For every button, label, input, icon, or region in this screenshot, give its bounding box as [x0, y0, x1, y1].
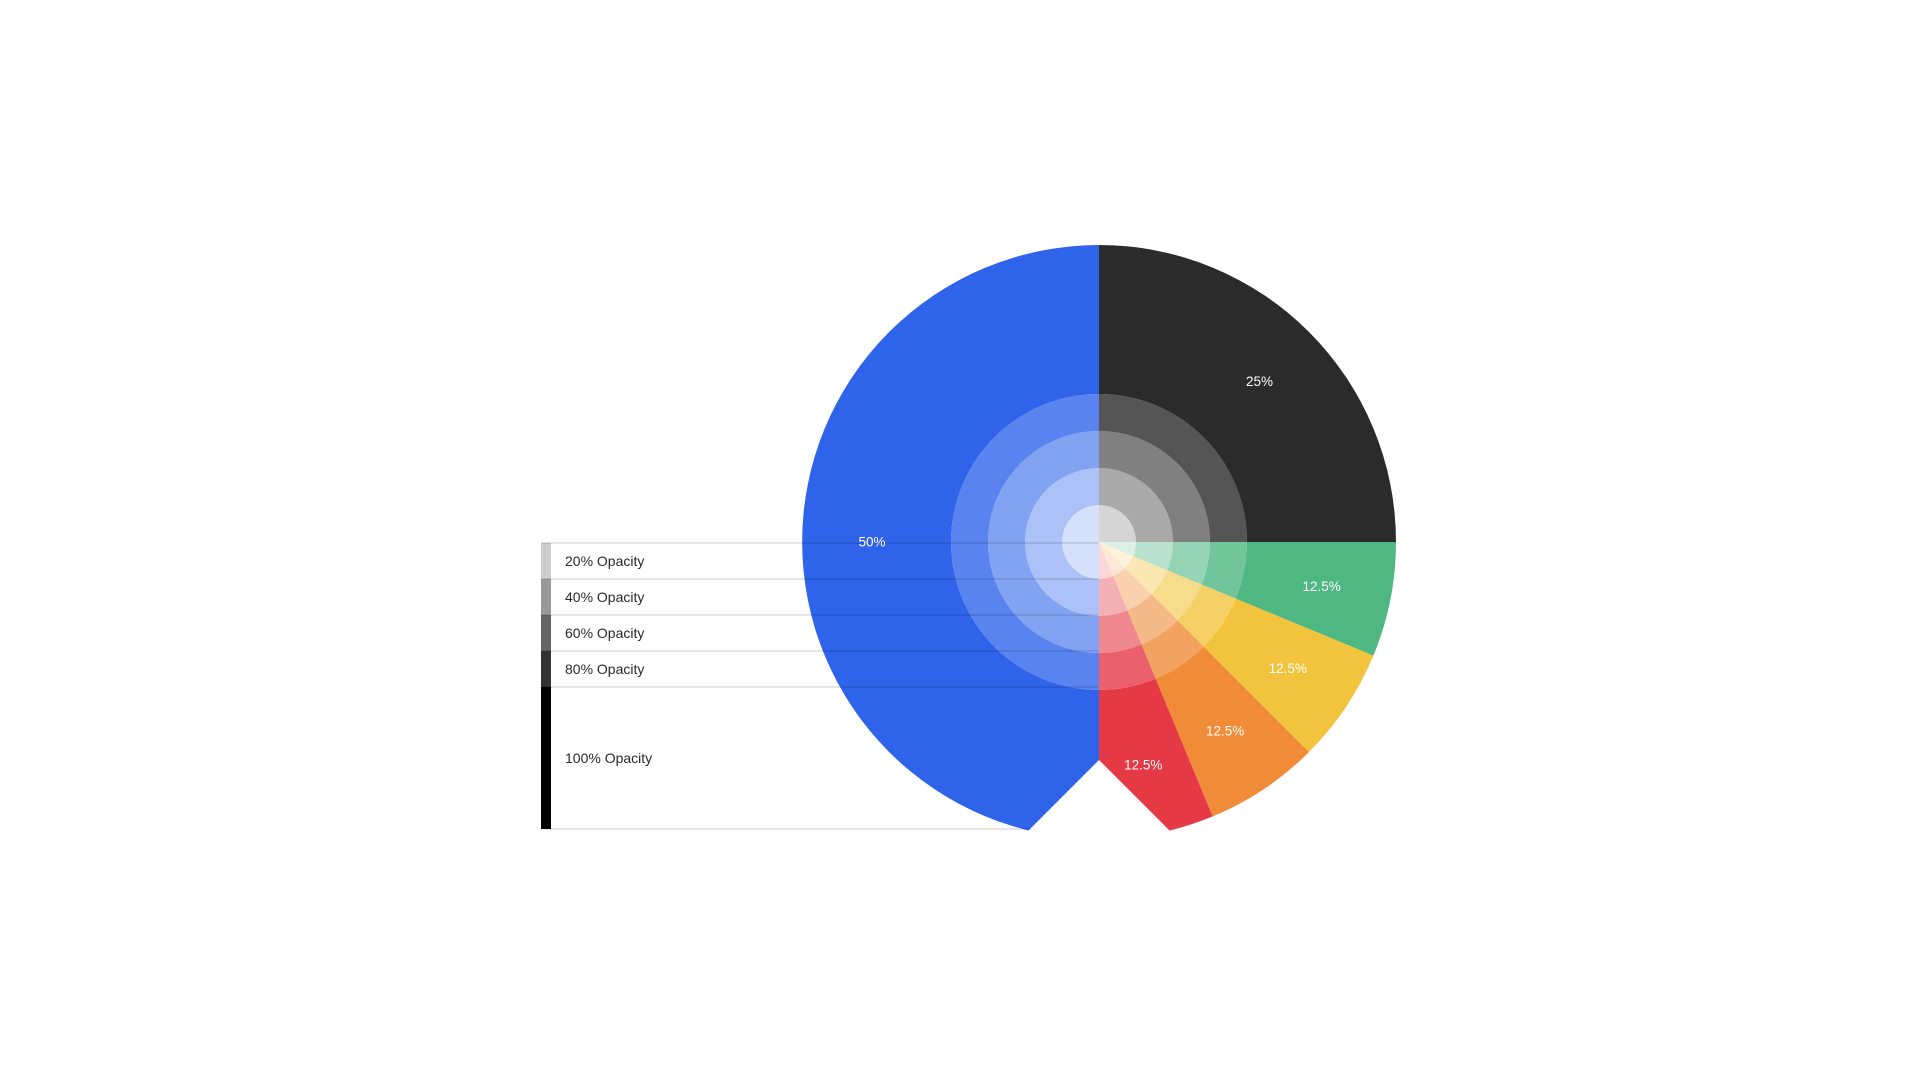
bottom-notch-wedge	[839, 760, 1359, 1020]
opacity-row-label: 80% Opacity	[565, 661, 644, 677]
orange-slice-label: 12.5%	[1206, 723, 1244, 738]
opacity-swatch	[541, 651, 551, 687]
opacity-row-label: 100% Opacity	[565, 750, 652, 766]
blue-slice[interactable]	[802, 245, 1099, 839]
black-slice-label: 25%	[1246, 374, 1273, 389]
opacity-legend-table: 20% Opacity 40% Opacity 60% Opacity 80% Opa…	[541, 542, 1098, 830]
opacity-swatch	[541, 615, 551, 651]
blue-slice-label: 50%	[858, 535, 885, 550]
opacity-swatch	[541, 687, 551, 829]
opacity-swatch	[541, 543, 551, 579]
green-slice-label: 12.5%	[1302, 579, 1340, 594]
red-slice-label: 12.5%	[1124, 757, 1162, 772]
pie-overlay-20pct-opacity	[1062, 505, 1136, 579]
opacity-row-label: 40% Opacity	[565, 589, 644, 605]
opacity-swatch	[541, 579, 551, 615]
yellow-slice-label: 12.5%	[1269, 661, 1307, 676]
opacity-row-label: 20% Opacity	[565, 553, 644, 569]
opacity-row-label: 60% Opacity	[565, 625, 644, 641]
